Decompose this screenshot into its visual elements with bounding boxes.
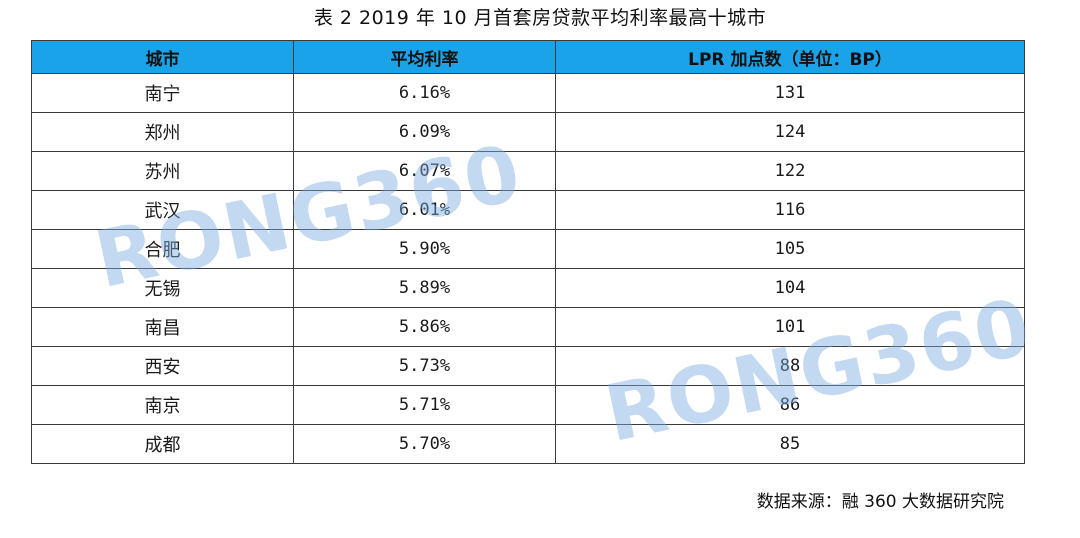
bp-cell: 105: [555, 229, 1025, 269]
rate-cell: 5.90%: [293, 229, 556, 269]
table-row: 郑州 6.09% 124: [31, 112, 1025, 152]
rate-cell: 6.09%: [293, 112, 556, 152]
table-row: 南昌 5.86% 101: [31, 307, 1025, 347]
rate-table: 城市 平均利率 LPR 加点数（单位：BP） 南宁 6.16% 131 郑州 6…: [31, 40, 1025, 464]
data-source-note: 数据来源：融 360 大数据研究院: [756, 492, 1004, 512]
city-cell: 郑州: [31, 112, 294, 152]
table-title: 表 2 2019 年 10 月首套房贷款平均利率最高十城市: [313, 7, 767, 29]
bp-cell: 88: [555, 346, 1025, 386]
table-row: 南京 5.71% 86: [31, 385, 1025, 425]
rate-cell: 6.07%: [293, 151, 556, 191]
city-cell: 西安: [31, 346, 294, 386]
bp-cell: 122: [555, 151, 1025, 191]
bp-cell: 124: [555, 112, 1025, 152]
table-row: 成都 5.70% 85: [31, 424, 1025, 464]
bp-cell: 85: [555, 424, 1025, 464]
header-row: 城市 平均利率 LPR 加点数（单位：BP）: [31, 40, 1025, 74]
header-city: 城市: [31, 40, 294, 74]
city-cell: 南京: [31, 385, 294, 425]
rate-cell: 5.89%: [293, 268, 556, 308]
table-row: 无锡 5.89% 104: [31, 268, 1025, 308]
header-rate: 平均利率: [293, 40, 556, 74]
header-bp: LPR 加点数（单位：BP）: [555, 40, 1025, 74]
bp-cell: 86: [555, 385, 1025, 425]
table-row: 合肥 5.90% 105: [31, 229, 1025, 269]
city-cell: 南昌: [31, 307, 294, 347]
rate-cell: 6.16%: [293, 73, 556, 113]
rate-cell: 5.86%: [293, 307, 556, 347]
city-cell: 合肥: [31, 229, 294, 269]
table-row: 南宁 6.16% 131: [31, 73, 1025, 113]
bp-cell: 116: [555, 190, 1025, 230]
city-cell: 南宁: [31, 73, 294, 113]
table-row: 苏州 6.07% 122: [31, 151, 1025, 191]
rate-cell: 5.70%: [293, 424, 556, 464]
bp-cell: 131: [555, 73, 1025, 113]
table-row: 西安 5.73% 88: [31, 346, 1025, 386]
bp-cell: 101: [555, 307, 1025, 347]
rate-cell: 5.73%: [293, 346, 556, 386]
city-cell: 成都: [31, 424, 294, 464]
rate-cell: 5.71%: [293, 385, 556, 425]
rate-cell: 6.01%: [293, 190, 556, 230]
city-cell: 苏州: [31, 151, 294, 191]
city-cell: 武汉: [31, 190, 294, 230]
bp-cell: 104: [555, 268, 1025, 308]
city-cell: 无锡: [31, 268, 294, 308]
table-row: 武汉 6.01% 116: [31, 190, 1025, 230]
